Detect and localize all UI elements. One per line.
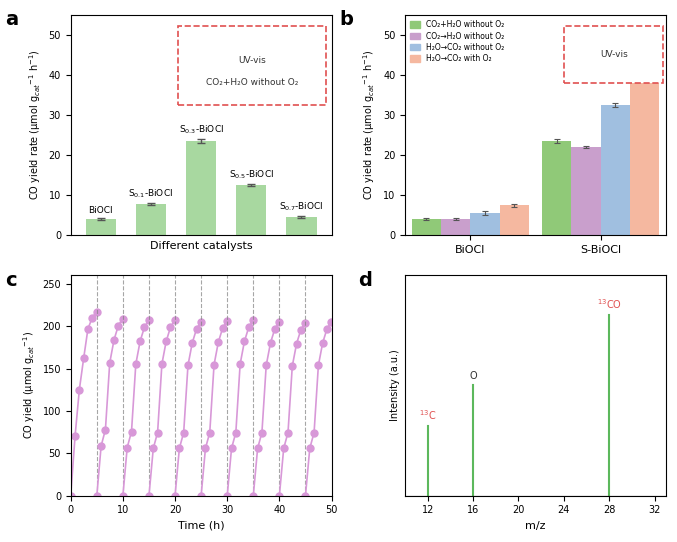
Text: O: O [469, 371, 477, 382]
X-axis label: m/z: m/z [525, 521, 546, 531]
Text: a: a [5, 10, 19, 29]
Text: S$_{0.5}$-BiOCl: S$_{0.5}$-BiOCl [229, 168, 274, 180]
Legend: CO₂+H₂O without O₂, CO₂→H₂O without O₂, H₂O→CO₂ without O₂, H₂O→CO₂ with O₂: CO₂+H₂O without O₂, CO₂→H₂O without O₂, … [409, 19, 506, 64]
Bar [630, 67, 659, 235]
Bar [500, 205, 529, 235]
Bar [471, 213, 500, 235]
Text: b: b [340, 10, 354, 29]
Bar [236, 185, 266, 235]
Text: CO₂+H₂O without O₂: CO₂+H₂O without O₂ [206, 78, 298, 87]
Text: c: c [5, 271, 17, 290]
FancyBboxPatch shape [564, 26, 663, 83]
Text: S$_{0.7}$-BiOCl: S$_{0.7}$-BiOCl [279, 201, 324, 213]
Text: BiOCl: BiOCl [89, 206, 113, 215]
Text: $^{13}$C: $^{13}$C [419, 408, 437, 422]
Text: S$_{0.3}$-BiOCl: S$_{0.3}$-BiOCl [179, 124, 223, 136]
Bar [86, 219, 116, 235]
Bar [441, 219, 471, 235]
Bar [600, 105, 630, 235]
Text: UV-vis: UV-vis [600, 50, 628, 59]
Bar [542, 141, 571, 235]
Text: UV-vis: UV-vis [238, 56, 266, 64]
Bar [186, 141, 216, 235]
FancyBboxPatch shape [177, 26, 326, 105]
Y-axis label: CO yield rate (μmol g$_{cat}$$^{-1}$ h$^{-1}$): CO yield rate (μmol g$_{cat}$$^{-1}$ h$^… [27, 50, 43, 201]
Text: $^{13}$CO: $^{13}$CO [596, 298, 621, 312]
Y-axis label: CO yield (μmol g$_{cat}$$^{-1}$): CO yield (μmol g$_{cat}$$^{-1}$) [21, 332, 37, 440]
Text: S$_{0.1}$-BiOCl: S$_{0.1}$-BiOCl [129, 187, 173, 199]
Bar [286, 217, 317, 235]
Text: d: d [358, 271, 372, 290]
Bar [136, 204, 166, 235]
Y-axis label: CO yield rate (μmol g$_{cat}$$^{-1}$ h$^{-1}$): CO yield rate (μmol g$_{cat}$$^{-1}$ h$^… [362, 50, 377, 201]
X-axis label: Different catalysts: Different catalysts [150, 241, 253, 251]
Bar [412, 219, 441, 235]
Bar [571, 147, 600, 235]
X-axis label: Time (h): Time (h) [178, 521, 225, 531]
Y-axis label: Intensity (a.u.): Intensity (a.u.) [389, 350, 399, 421]
